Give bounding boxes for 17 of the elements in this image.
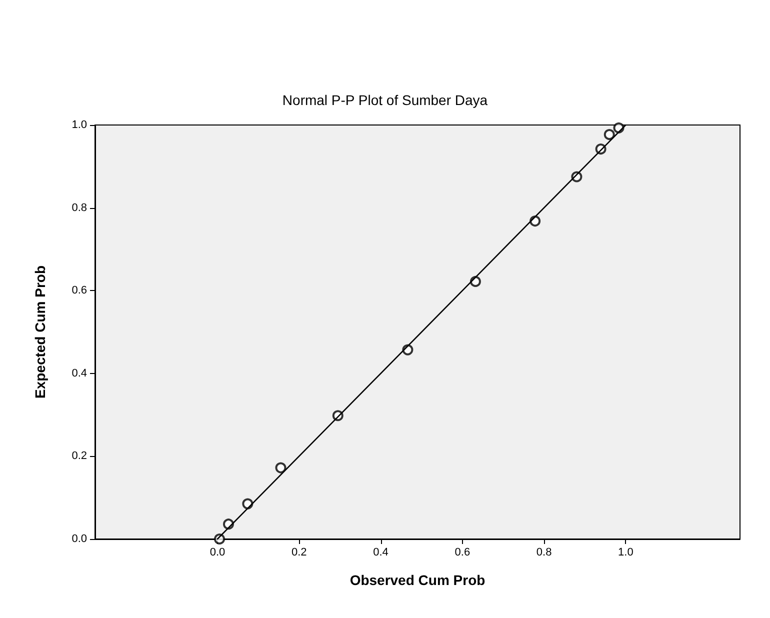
x-tick-label: 0.0 [210, 546, 226, 558]
y-tick-label: 0.4 [72, 367, 87, 380]
x-axis-title: Observed Cum Prob [350, 572, 486, 588]
x-tick-label: 0.8 [536, 546, 552, 558]
x-tick-label: 0.4 [373, 546, 388, 558]
point [275, 462, 286, 474]
x-tick-label: 0.6 [454, 546, 470, 558]
y-tick-label: 0.6 [72, 284, 87, 297]
y-tick-label: 0.0 [72, 533, 87, 545]
y-tick-label: 0.2 [72, 450, 87, 462]
chart-title: Normal P-P Plot of Sumber Daya [282, 92, 488, 108]
y-tick-label: 0.8 [72, 202, 87, 214]
y-tick-label: 1.0 [72, 119, 87, 131]
y-axis-title: Expected Cum Prob [32, 265, 48, 399]
x-tick-label: 1.0 [618, 546, 634, 558]
point [604, 129, 615, 140]
x-tick-label: 0.2 [291, 546, 307, 558]
